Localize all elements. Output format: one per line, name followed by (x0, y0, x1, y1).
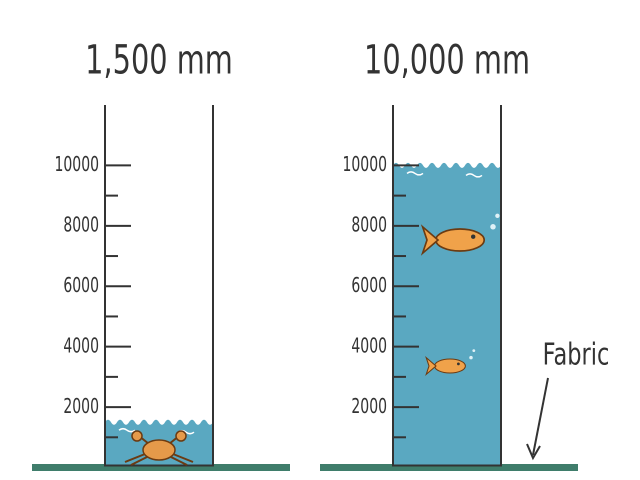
crab-claw (175, 430, 187, 442)
tick-label: 4000 (63, 335, 99, 358)
tick-label: 8000 (351, 214, 387, 237)
tick-label: 2000 (351, 395, 387, 418)
tick-label: 6000 (351, 275, 387, 298)
fish-tail (425, 355, 437, 377)
tick-label: 4000 (351, 335, 387, 358)
cylinder (392, 105, 502, 467)
panel-title: 1,500 mm (85, 38, 233, 84)
ground (32, 464, 290, 471)
ground (320, 464, 578, 471)
fish-tail (420, 224, 440, 256)
crab (124, 430, 194, 466)
crab-legs (124, 435, 194, 466)
tick-label: 10000 (54, 154, 99, 177)
tick-label: 10000 (342, 154, 387, 177)
bubble (472, 349, 476, 352)
fabric-label: Fabric (543, 337, 610, 372)
tick-label: 6000 (63, 275, 99, 298)
water (393, 162, 501, 466)
crab-claw (131, 430, 143, 442)
fish-eye (471, 234, 476, 239)
arrow-head (526, 443, 541, 461)
fish (420, 213, 500, 256)
fish (425, 349, 476, 377)
crab-body (142, 439, 176, 461)
panel-title: 10,000 mm (364, 38, 530, 84)
fish-body (434, 358, 466, 374)
fish-body (434, 228, 486, 252)
fish-eye (457, 362, 460, 366)
wave-line (406, 171, 483, 178)
arrow (532, 377, 549, 456)
bubble (490, 224, 496, 230)
tick-label: 2000 (63, 395, 99, 418)
tick-label: 8000 (63, 214, 99, 237)
bubble (495, 213, 500, 218)
bubble (469, 355, 473, 360)
cylinder (104, 105, 214, 467)
